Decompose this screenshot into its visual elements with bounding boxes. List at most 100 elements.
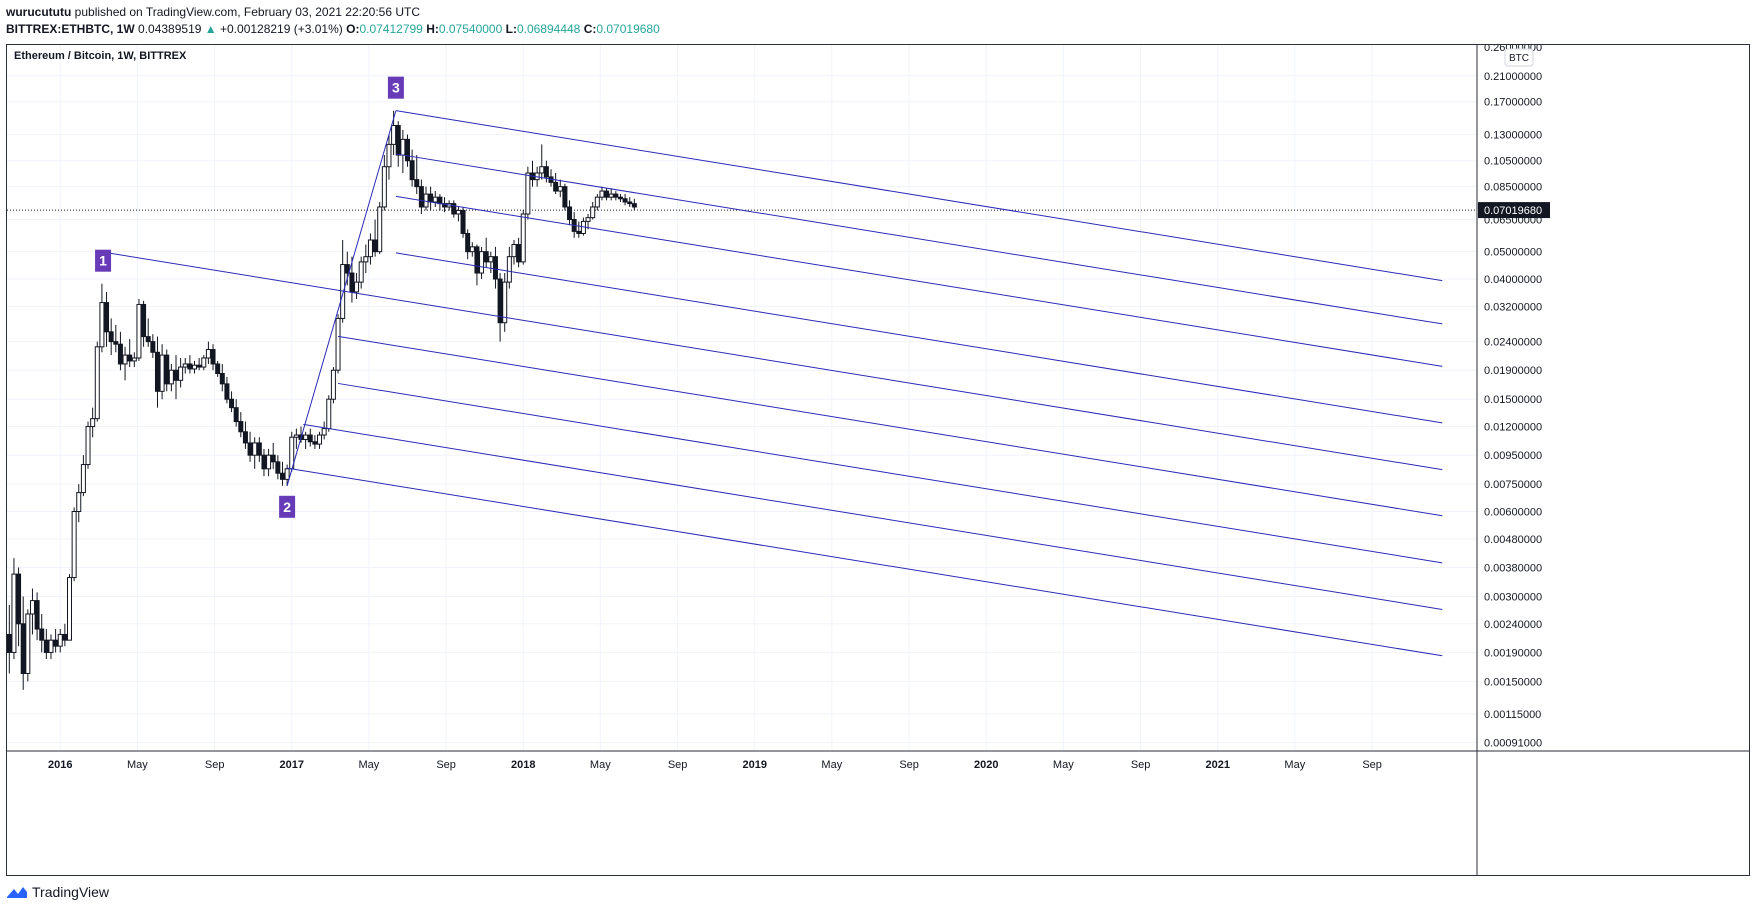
x-tick-label: 2021 <box>1205 759 1229 771</box>
candle-body <box>492 256 498 280</box>
candle-body <box>238 421 244 433</box>
candle-body <box>404 138 410 162</box>
candle-body <box>428 193 434 203</box>
candle-body <box>354 281 360 293</box>
candle-body <box>395 124 401 156</box>
x-tick-label: Sep <box>668 759 688 771</box>
candle-body <box>335 317 341 371</box>
pivot-label: 2 <box>283 499 291 515</box>
pivot-label-box <box>279 495 296 518</box>
candle-body <box>117 343 123 365</box>
candle-body <box>108 331 114 343</box>
candle-body <box>539 166 545 174</box>
candle-body <box>423 193 429 208</box>
candle-body <box>145 336 151 343</box>
candle-body <box>553 181 559 192</box>
x-tick-label: Sep <box>899 759 919 771</box>
high-label: H: <box>426 22 439 36</box>
x-tick-label: May <box>1284 759 1305 771</box>
candle-body <box>85 426 91 466</box>
chart-frame[interactable]: Ethereum / Bitcoin, 1W, BITTREX0.2600000… <box>6 44 1750 876</box>
candle-body <box>266 454 272 470</box>
candle-body <box>71 511 77 579</box>
y-tick-label: 0.00150000 <box>1484 676 1542 688</box>
candle-body <box>242 431 248 444</box>
candle-body <box>154 351 160 392</box>
candle-body <box>594 196 600 208</box>
y-tick-label: 0.02400000 <box>1484 337 1542 349</box>
candle-body <box>247 442 253 456</box>
candle-body <box>557 186 563 192</box>
ohlc-legend: BITTREX:ETHBTC, 1W 0.04389519 ▲ +0.00128… <box>6 22 660 36</box>
candle-body <box>159 354 165 392</box>
candle-body <box>252 442 258 456</box>
candle-body <box>585 217 591 222</box>
channel-line <box>337 335 1443 517</box>
currency-box <box>1504 48 1534 67</box>
candle-body <box>506 256 512 283</box>
candle-body <box>627 201 633 205</box>
candle-body <box>511 244 517 258</box>
y-tick-label: 0.17000000 <box>1484 97 1542 109</box>
candle-body <box>99 302 105 348</box>
candle-body <box>29 600 35 615</box>
candle-body <box>122 354 128 365</box>
candle-body <box>192 364 198 370</box>
candle-body <box>604 190 610 198</box>
price-change: +0.00128219 (+3.01%) <box>220 22 343 36</box>
x-tick-label: Sep <box>205 759 225 771</box>
pivot-label: 3 <box>392 80 400 96</box>
candle-body <box>182 363 188 368</box>
brand-name: TradingView <box>32 884 110 900</box>
candle-body <box>307 434 313 443</box>
candle-body <box>187 363 193 370</box>
candle-body <box>613 193 619 198</box>
candle-body <box>25 613 31 674</box>
y-tick-label: 0.00091000 <box>1484 738 1542 750</box>
candle-body <box>386 143 392 168</box>
candle-body <box>284 468 290 480</box>
candle-body <box>312 441 318 445</box>
publisher-name[interactable]: wurucututu <box>6 5 72 19</box>
candle-body <box>381 166 387 208</box>
close-value: 0.07019680 <box>596 22 660 36</box>
candle-body <box>358 261 364 283</box>
chart-title: Ethereum / Bitcoin, 1W, BITTREX <box>14 50 187 62</box>
y-tick-label: 0.00115000 <box>1484 709 1541 721</box>
candle-body <box>409 160 415 181</box>
candle-body <box>48 639 54 653</box>
close-label: C: <box>583 22 597 36</box>
candle-body <box>349 272 355 293</box>
x-tick-label: Sep <box>1362 759 1382 771</box>
symbol-label: BITTREX:ETHBTC, 1W <box>6 22 135 36</box>
candle-body <box>488 256 494 263</box>
candle-body <box>377 206 383 253</box>
candle-body <box>344 264 350 274</box>
x-tick-label: May <box>127 759 148 771</box>
candle-body <box>136 303 142 359</box>
pivot-label: 1 <box>99 253 107 269</box>
channel-line <box>337 382 1443 564</box>
candle-body <box>215 363 221 375</box>
candle-body <box>391 124 397 145</box>
up-arrow-icon: ▲ <box>204 22 217 36</box>
candle-body <box>400 138 406 156</box>
candle-body <box>460 209 466 234</box>
y-tick-label: 0.03200000 <box>1484 301 1542 313</box>
candle-body <box>16 573 22 625</box>
y-tick-label: 0.00480000 <box>1484 534 1542 546</box>
y-tick-label: 0.13000000 <box>1484 130 1542 142</box>
last-price: 0.04389519 <box>138 22 202 36</box>
x-tick-label: Sep <box>436 759 456 771</box>
x-tick-label: May <box>358 759 379 771</box>
candle-body <box>590 206 596 219</box>
tradingview-logo[interactable]: TradingView <box>6 884 109 900</box>
candle-body <box>127 354 133 362</box>
candle-body <box>67 577 73 641</box>
candle-body <box>90 418 96 428</box>
channel-line <box>395 110 1443 282</box>
candle-body <box>196 364 202 368</box>
price-chart[interactable]: Ethereum / Bitcoin, 1W, BITTREX0.2600000… <box>7 45 1749 875</box>
published-text: published on TradingView.com, February 0… <box>74 5 420 19</box>
candle-body <box>80 464 86 494</box>
